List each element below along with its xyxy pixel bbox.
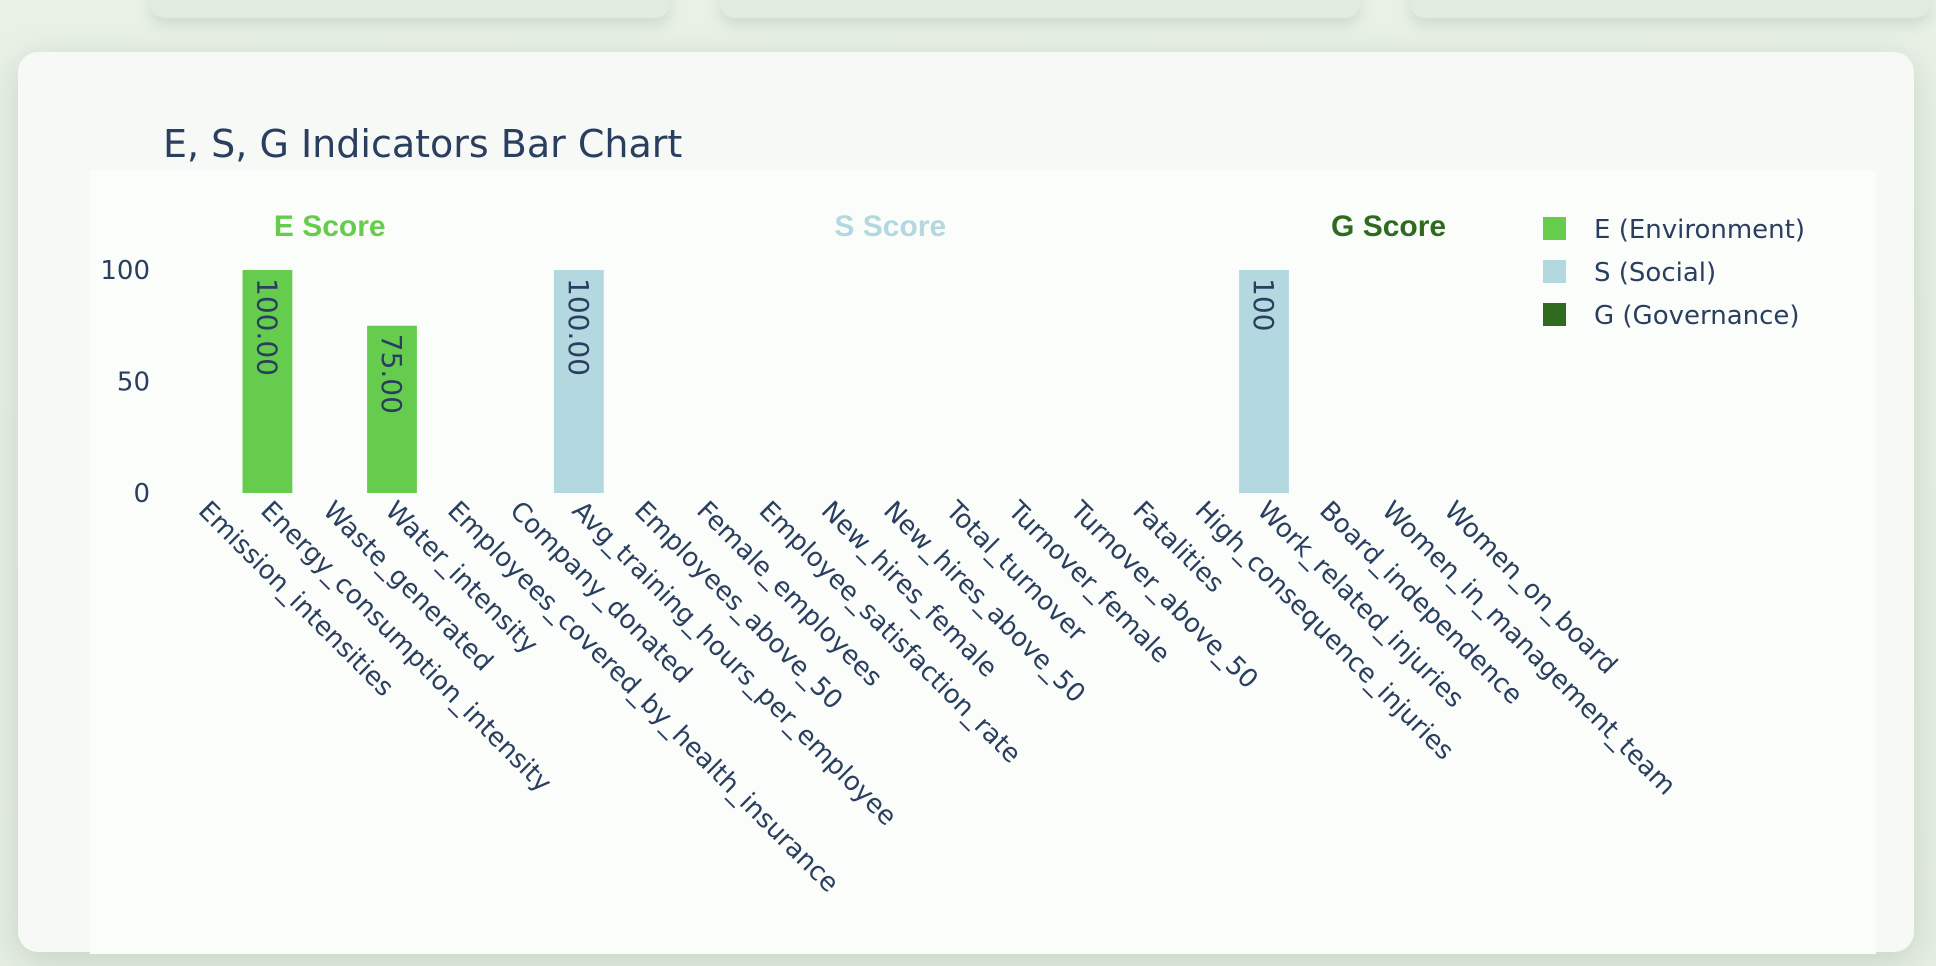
bar-energy-consumption-intensity[interactable] [242,270,293,493]
annotation-s-score: S Score [834,210,946,243]
legend-label: S (Social) [1594,258,1716,288]
section-annotations: E Score S Score G Score [274,210,1446,243]
y-tick-label: 100 [100,256,150,286]
legend-label: G (Governance) [1594,301,1800,331]
annotation-e-score: E Score [274,210,386,243]
y-tick-label: 0 [133,479,150,509]
bar-value-label: 100.00 [250,278,283,376]
bar-work-related-injuries[interactable] [1239,270,1289,493]
legend-swatch [1543,303,1566,326]
legend-swatch [1543,260,1566,283]
bar-value-label: 100.00 [562,278,595,376]
background-tab-left [150,0,670,18]
bars-layer: 100.00 75.00 100.00 100 [242,270,1289,493]
bar-value-label: 75.00 [375,334,408,414]
legend-item-g-governance[interactable]: G (Governance) [1543,301,1800,331]
y-axis: 0 50 100 [100,256,150,509]
bar-water-intensity[interactable] [367,325,417,493]
bar-avg-training-hours-per-employee[interactable] [553,270,604,493]
x-axis: Emission_intensitiesEnergy_consumption_i… [192,495,1681,899]
y-tick-label: 50 [117,368,150,398]
background-tab-right [1410,0,1930,18]
legend-swatch [1543,217,1566,240]
bar-value-label: 100 [1247,278,1280,331]
annotation-g-score: G Score [1331,210,1446,243]
background-tab-middle [720,0,1360,18]
legend: E (Environment) S (Social) G (Governance) [1543,215,1805,331]
legend-item-s-social[interactable]: S (Social) [1543,258,1716,288]
chart-title: E, S, G Indicators Bar Chart [163,122,682,166]
plot-background [90,170,1876,954]
legend-label: E (Environment) [1594,215,1805,245]
chart-card [18,52,1914,954]
legend-item-e-environment[interactable]: E (Environment) [1543,215,1805,245]
